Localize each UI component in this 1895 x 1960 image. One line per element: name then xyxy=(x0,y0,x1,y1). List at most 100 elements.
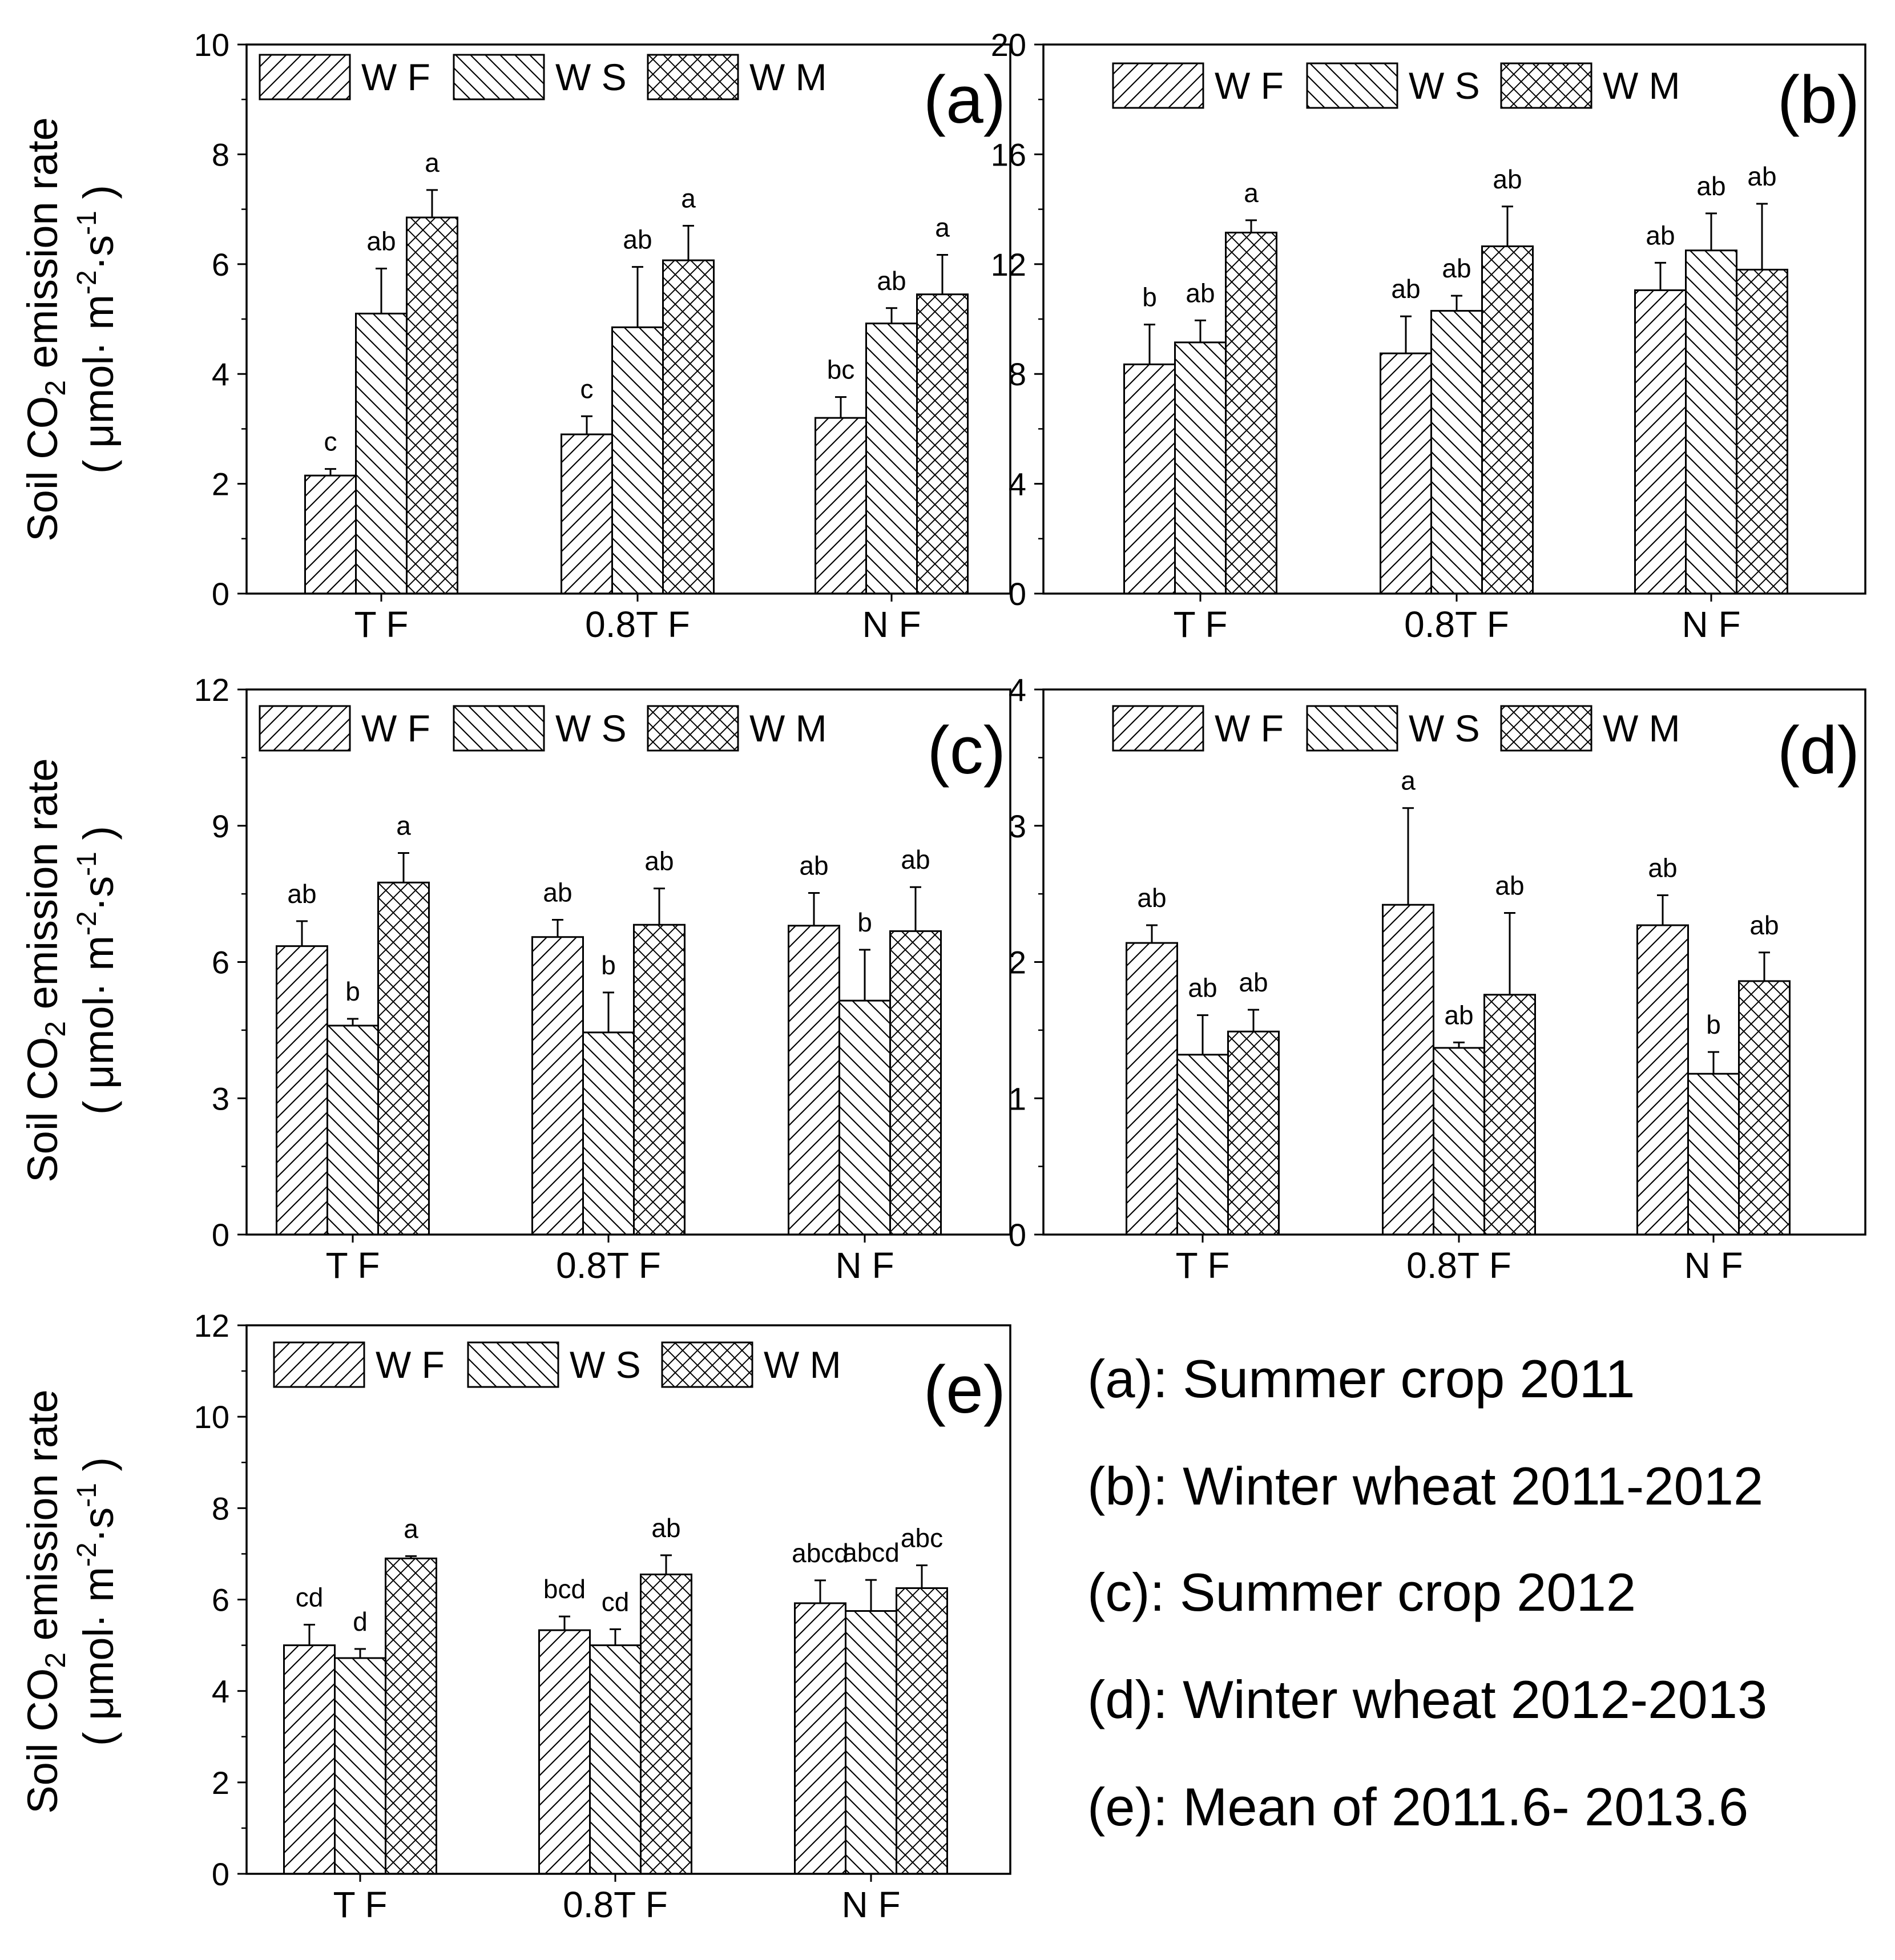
bar-c-wf-1 xyxy=(531,936,584,1236)
bar-c-wm-0 xyxy=(377,881,430,1236)
y-tick-label-e-0: 0 xyxy=(212,1856,229,1892)
bar-d-wm-0 xyxy=(1227,1030,1280,1236)
x-tick-label-c-1: 0.8T F xyxy=(556,1245,661,1286)
bar-b-wf-1 xyxy=(1380,352,1432,595)
bar-b-wm-0 xyxy=(1225,231,1277,595)
legend-swatch-e-wf xyxy=(273,1341,365,1388)
legend-swatch-b-wf xyxy=(1112,62,1204,109)
y-tick-label-a-0: 0 xyxy=(212,576,229,612)
bar-d-wf-1 xyxy=(1382,904,1434,1236)
bar-e-wf-0 xyxy=(283,1644,336,1875)
bar-c-ws-2 xyxy=(838,999,891,1236)
bar-d-ws-0 xyxy=(1176,1054,1229,1236)
sig-letter-d-wf-1: a xyxy=(1401,766,1416,796)
sig-letter-d-wm-1: ab xyxy=(1495,871,1524,901)
legend-swatch-c-ws xyxy=(453,705,545,752)
bar-a-wf-0 xyxy=(304,474,357,595)
panel-label-d: (d) xyxy=(1777,713,1860,788)
x-tick-label-b-0: T F xyxy=(1174,604,1228,645)
legend-swatch-a-ws xyxy=(453,54,545,100)
panel-label-c: (c) xyxy=(927,713,1006,788)
legend-label-d-ws: W S xyxy=(1409,707,1480,749)
sig-letter-c-wm-2: ab xyxy=(901,845,930,874)
sig-letter-e-wm-0: a xyxy=(404,1514,418,1543)
y-tick-label-a-4: 8 xyxy=(212,136,229,172)
y-tick-label-b-3: 12 xyxy=(991,247,1026,283)
bar-e-ws-0 xyxy=(334,1657,386,1875)
y-tick-label-c-4: 12 xyxy=(194,672,229,708)
x-tick-label-d-1: 0.8T F xyxy=(1406,1245,1511,1286)
sig-letter-b-wm-0: a xyxy=(1244,178,1259,208)
caption-e: (e): Mean of 2011.6- 2013.6 xyxy=(1087,1777,1748,1837)
sig-letter-d-ws-0: ab xyxy=(1188,973,1217,1003)
x-tick-label-e-1: 0.8T F xyxy=(563,1884,668,1925)
ylabel-row-2: Soil CO2 emission rate ( μmol· m-2·s-1 ) xyxy=(19,758,122,1182)
x-tick-label-d-2: N F xyxy=(1684,1245,1743,1286)
y-tick-label-a-2: 4 xyxy=(212,356,229,392)
sig-letter-b-wm-2: ab xyxy=(1747,162,1776,191)
sig-letter-e-wm-2: abc xyxy=(901,1523,943,1552)
legend-swatch-c-wf xyxy=(259,705,351,752)
y-tick-label-d-2: 2 xyxy=(1009,945,1026,981)
sig-letter-e-wf-1: bcd xyxy=(543,1574,586,1604)
y-tick-label-e-2: 4 xyxy=(212,1673,229,1709)
sig-letter-c-wm-0: a xyxy=(396,811,411,841)
legend-swatch-e-wm xyxy=(661,1341,753,1388)
y-tick-label-e-3: 6 xyxy=(212,1582,229,1618)
legend-label-d-wf: W F xyxy=(1215,707,1284,749)
bar-d-ws-1 xyxy=(1433,1047,1485,1236)
sig-letter-d-wm-0: ab xyxy=(1239,967,1268,997)
caption-d: (d): Winter wheat 2012-2013 xyxy=(1087,1669,1767,1729)
y-tick-label-e-5: 10 xyxy=(194,1399,229,1435)
sig-letter-e-ws-0: d xyxy=(353,1607,368,1636)
sig-letter-b-wf-0: b xyxy=(1142,283,1157,312)
sig-letter-c-wf-0: ab xyxy=(287,879,316,909)
legend-swatch-b-wm xyxy=(1500,62,1592,109)
bar-e-wm-1 xyxy=(640,1573,692,1875)
svg-text:Soil CO2 emission rate: Soil CO2 emission rate xyxy=(19,1389,71,1813)
sig-letter-c-ws-1: b xyxy=(601,950,616,980)
sig-letter-c-ws-2: b xyxy=(857,908,872,937)
svg-text:Soil CO2 emission rate: Soil CO2 emission rate xyxy=(19,758,71,1182)
sig-letter-b-ws-2: ab xyxy=(1696,171,1725,201)
y-tick-label-c-0: 0 xyxy=(212,1217,229,1253)
sig-letter-b-wm-1: ab xyxy=(1493,164,1522,194)
bar-a-wf-1 xyxy=(561,433,613,595)
y-tick-label-b-2: 8 xyxy=(1009,356,1026,392)
x-tick-label-c-0: T F xyxy=(326,1245,380,1286)
legend-swatch-b-ws xyxy=(1306,62,1398,109)
legend-swatch-c-wm xyxy=(647,705,739,752)
y-tick-label-e-4: 8 xyxy=(212,1490,229,1526)
sig-letter-c-wm-1: ab xyxy=(644,846,674,876)
sig-letter-a-wm-1: a xyxy=(681,183,696,213)
x-tick-label-a-2: N F xyxy=(862,604,921,645)
y-tick-label-b-4: 16 xyxy=(991,136,1026,172)
sig-letter-c-wf-1: ab xyxy=(543,877,572,907)
y-tick-label-d-1: 1 xyxy=(1009,1080,1026,1116)
y-tick-label-a-1: 2 xyxy=(212,466,229,502)
legend-label-e-wm: W M xyxy=(764,1344,841,1386)
sig-letter-a-ws-0: ab xyxy=(366,226,396,256)
legend-label-d-wm: W M xyxy=(1603,707,1680,749)
bar-b-wm-1 xyxy=(1481,245,1534,595)
legend-label-e-ws: W S xyxy=(570,1344,641,1386)
legend-label-a-wf: W F xyxy=(361,56,430,98)
legend-swatch-e-ws xyxy=(467,1341,559,1388)
x-tick-label-b-2: N F xyxy=(1682,604,1740,645)
y-tick-label-c-3: 9 xyxy=(212,808,229,844)
sig-letter-d-ws-1: ab xyxy=(1444,1000,1473,1030)
bar-d-ws-2 xyxy=(1687,1072,1740,1236)
bar-d-wm-2 xyxy=(1738,980,1791,1236)
bar-b-wm-2 xyxy=(1736,268,1788,595)
legend-label-b-ws: W S xyxy=(1409,64,1480,107)
y-tick-label-d-0: 0 xyxy=(1009,1217,1026,1253)
sig-letter-e-wm-1: ab xyxy=(651,1513,680,1543)
bar-b-ws-1 xyxy=(1430,310,1483,595)
